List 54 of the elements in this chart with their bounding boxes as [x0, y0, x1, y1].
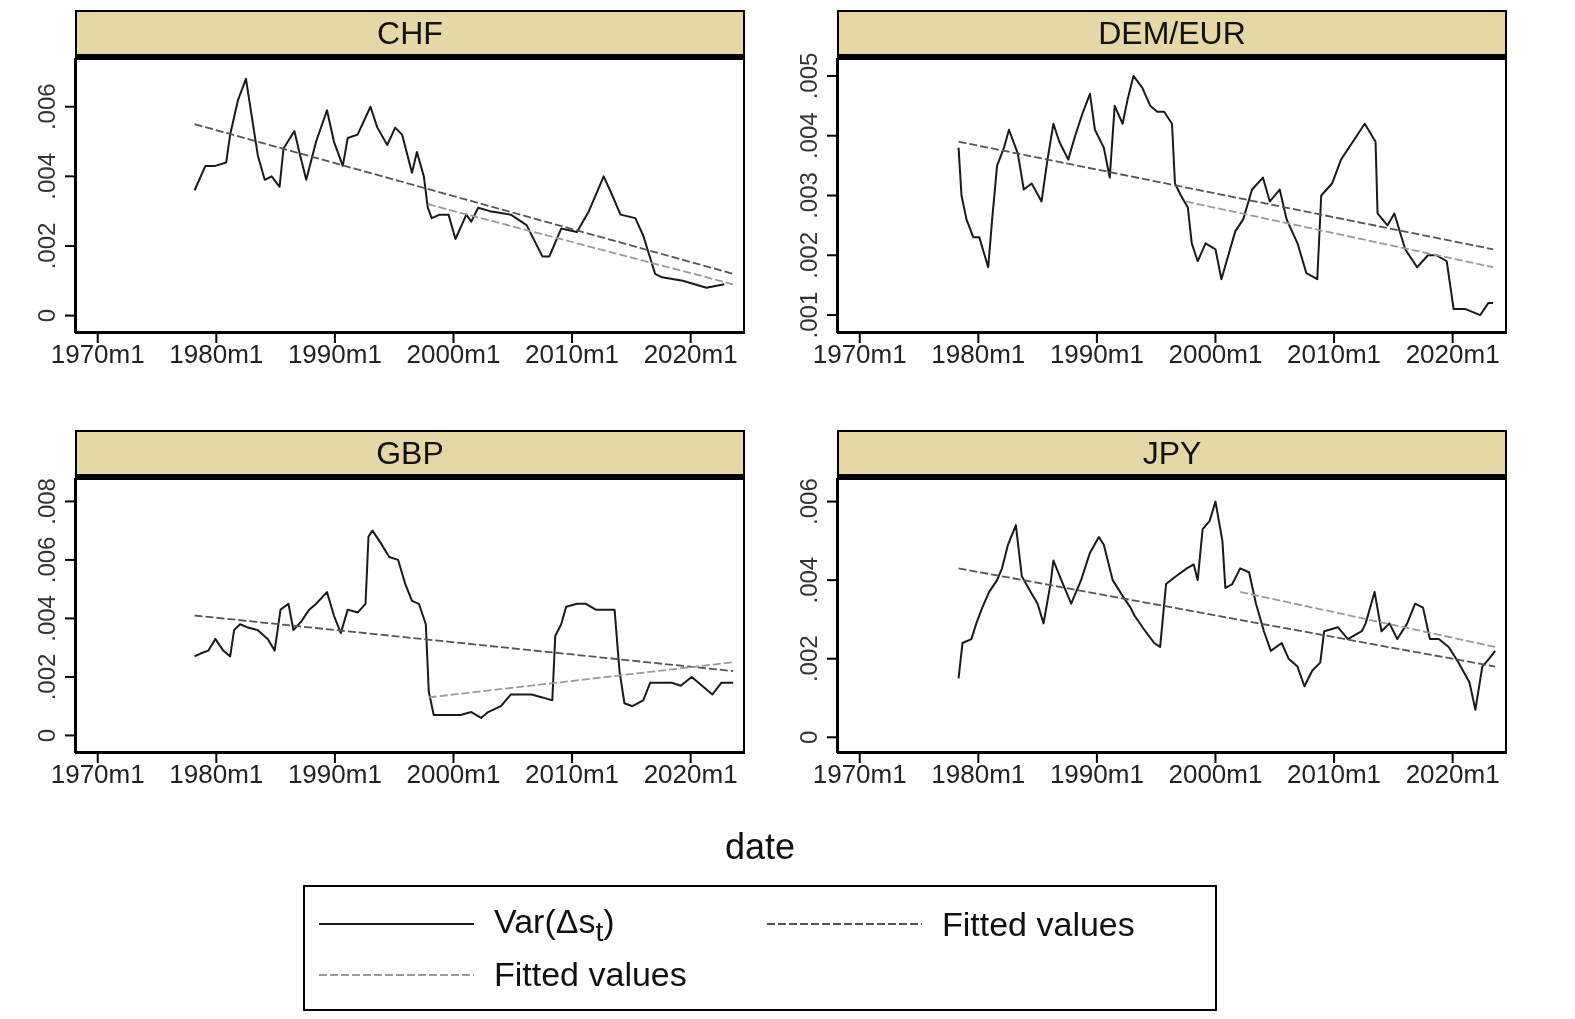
legend-label: Fitted values	[942, 904, 1135, 944]
x-tick-label: 1990m1	[287, 339, 382, 370]
line-series	[193, 77, 726, 289]
y-tick-label: 0	[33, 728, 60, 743]
chart-title: DEM/EUR	[837, 10, 1507, 58]
x-tick-label: 2000m1	[406, 339, 501, 370]
y-tick-label: .002	[795, 635, 822, 683]
y-tick-label: .004	[33, 153, 60, 200]
y-tick-label: .006	[33, 83, 60, 131]
y-tick-label: 0	[795, 730, 822, 744]
legend-label: Var(Δs$_{t}$)	[494, 901, 615, 948]
x-tick-label: 2000m1	[1168, 339, 1263, 370]
x-tick-label: 2010m1	[1287, 759, 1382, 790]
chart-title: GBP	[75, 430, 745, 478]
y-tick-label: .004	[795, 112, 822, 160]
x-tick-label: 1970m1	[812, 759, 907, 790]
x-tick-label: 1980m1	[931, 339, 1026, 370]
chart-title: CHF	[75, 10, 745, 58]
x-tick-label: 2010m1	[1287, 339, 1382, 370]
y-tick-label: .003	[795, 172, 822, 219]
y-tick-label: .004	[795, 556, 822, 604]
x-axis-title: date	[723, 826, 797, 868]
x-tick-label: 1970m1	[812, 339, 907, 370]
x-tick-label: 2020m1	[643, 759, 738, 790]
y-tick-label: .006	[33, 536, 60, 584]
line-series	[193, 529, 735, 719]
y-tick-label: .002	[33, 222, 60, 270]
x-tick-label: 1990m1	[1049, 339, 1144, 370]
x-tick-label: 2000m1	[406, 759, 501, 790]
x-tick-label: 1970m1	[50, 339, 145, 370]
line-series	[957, 74, 1495, 317]
x-tick-label: 2010m1	[525, 339, 620, 370]
x-tick-label: 1980m1	[169, 339, 264, 370]
x-tick-label: 1980m1	[169, 759, 264, 790]
x-tick-label: 2010m1	[525, 759, 620, 790]
y-tick-label: .005	[795, 52, 822, 100]
x-tick-label: 2020m1	[1405, 759, 1500, 790]
legend-label: Fitted values	[494, 955, 687, 995]
y-tick-label: .004	[33, 595, 60, 642]
x-tick-label: 2000m1	[1168, 759, 1263, 790]
line-series	[957, 500, 1497, 711]
x-tick-label: 1990m1	[1049, 759, 1144, 790]
x-tick-label: 2020m1	[1405, 339, 1500, 370]
x-tick-label: 1980m1	[931, 759, 1026, 790]
y-tick-label: 0	[33, 308, 60, 323]
x-tick-label: 2020m1	[643, 339, 738, 370]
x-tick-label: 1990m1	[287, 759, 382, 790]
y-tick-label: .002	[795, 231, 822, 279]
y-tick-label: .001	[795, 291, 822, 339]
y-tick-label: .008	[33, 478, 60, 525]
x-tick-label: 1970m1	[50, 759, 145, 790]
y-tick-label: .002	[33, 653, 60, 701]
chart-title: JPY	[837, 430, 1507, 478]
y-tick-label: .006	[795, 478, 822, 525]
